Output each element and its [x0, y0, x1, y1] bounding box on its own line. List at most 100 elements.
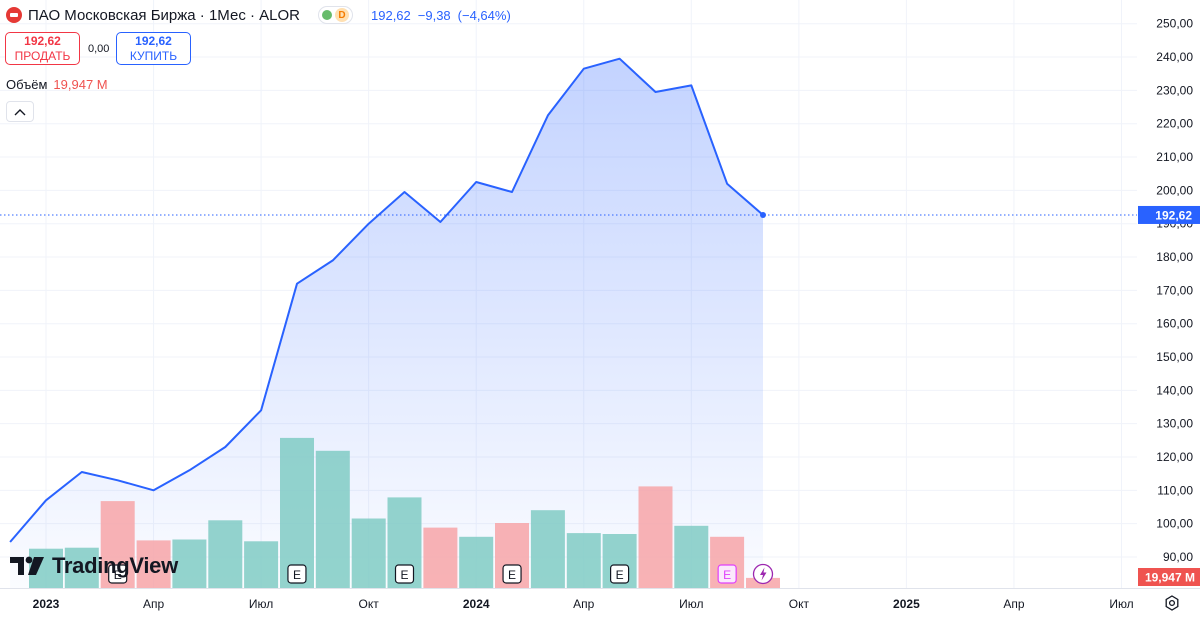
earnings-marker[interactable]: E	[502, 564, 522, 584]
volume-bar	[172, 539, 207, 588]
price-area-fill	[10, 58, 764, 588]
volume-value: 19,947 M	[53, 77, 108, 92]
volume-legend[interactable]: Объём 19,947 M	[6, 77, 108, 92]
y-tick-label: 210,00	[1156, 150, 1193, 164]
x-tick-label: Апр	[143, 597, 165, 611]
x-tick-label: Июл	[1109, 597, 1133, 611]
volume-bar	[136, 540, 171, 588]
buy-label: КУПИТЬ	[129, 48, 178, 63]
volume-bar	[638, 486, 673, 588]
last-price-tag[interactable]	[1138, 205, 1200, 224]
y-tick-label: 170,00	[1156, 283, 1193, 297]
volume-tag-label: 19,947 M	[1145, 571, 1195, 585]
earnings-marker-label: E	[616, 568, 624, 582]
y-tick-label: 220,00	[1156, 117, 1193, 131]
y-tick-label: 120,00	[1156, 450, 1193, 464]
symbol-title[interactable]: ПАО Московская Биржа · 1Мес · ALOR	[28, 6, 300, 24]
volume-bar	[280, 437, 314, 588]
volume-bar	[674, 525, 709, 588]
y-tick-label: 110,00	[1157, 483, 1193, 497]
x-tick-label: 2024	[463, 597, 490, 611]
earnings-marker-box	[717, 564, 737, 584]
volume-bar	[566, 533, 601, 588]
earnings-marker-box	[108, 564, 128, 584]
earnings-marker-label: E	[508, 568, 516, 582]
settings-button[interactable]	[1163, 594, 1181, 612]
earnings-marker[interactable]: E	[287, 564, 307, 584]
earnings-marker-label: E	[723, 568, 731, 582]
y-tick-label: 200,00	[1156, 183, 1193, 197]
earnings-marker[interactable]: E	[394, 564, 415, 584]
earnings-marker-box	[394, 564, 415, 584]
chart-header: ПАО Московская Биржа · 1Мес · ALOR D 192…	[6, 5, 518, 25]
volume-bar	[315, 450, 350, 589]
earnings-marker[interactable]: E	[609, 564, 630, 584]
price-change-percent: (−4,64%)	[457, 7, 511, 23]
volume-bars	[29, 437, 780, 589]
x-tick-label: Июл	[249, 597, 273, 611]
x-tick-label: Окт	[359, 597, 380, 611]
y-tick-label: 90,00	[1163, 550, 1193, 564]
y-tick-label: 250,00	[1156, 17, 1193, 31]
price-change: −9,38	[417, 7, 451, 23]
buy-price: 192,62	[135, 33, 172, 48]
earnings-marker[interactable]: E	[108, 564, 128, 584]
tradingview-logo-text: TradingView	[52, 553, 178, 578]
sell-price: 192,62	[24, 33, 61, 48]
dividend-marker[interactable]	[752, 563, 774, 585]
spread-value: 0,00	[88, 42, 110, 55]
x-tick-label: Окт	[789, 597, 810, 611]
volume-bar	[64, 547, 99, 588]
y-tick-label: 240,00	[1156, 50, 1193, 64]
trade-panel: 192,62 ПРОДАТЬ 0,00 192,62 КУПИТЬ	[5, 32, 191, 65]
last-price-point	[760, 211, 766, 218]
market-open-icon	[322, 10, 332, 20]
x-tick-label: 2025	[893, 597, 920, 611]
x-tick-label: Апр	[1003, 597, 1025, 611]
axes: 90,00 100,00 110,00 120,00 130,00 140,00 150,0…	[0, 17, 1200, 611]
earnings-marker-box	[502, 564, 522, 584]
volume-bar	[530, 510, 565, 588]
earnings-marker-label: E	[400, 568, 408, 582]
y-tick-label: 100,00	[1156, 517, 1193, 531]
delayed-badge: D	[335, 8, 349, 22]
volume-tag[interactable]	[1138, 568, 1200, 586]
earnings-marker-box	[287, 564, 307, 584]
price-line	[0, 57, 1137, 543]
market-status[interactable]: D	[318, 6, 353, 24]
buy-button[interactable]: 192,62 КУПИТЬ	[116, 32, 191, 65]
y-tick-label: 150,00	[1156, 350, 1193, 364]
volume-bar	[208, 520, 243, 588]
symbol-logo-icon	[6, 7, 22, 23]
quote-values: 192,62 −9,38 (−4,64%)	[371, 8, 518, 23]
x-tick-label: Июл	[679, 597, 703, 611]
price-area	[10, 58, 764, 588]
price-line-path	[9, 57, 764, 543]
y-tick-label: 180,00	[1156, 250, 1193, 264]
tradingview-logo[interactable]: TradingView	[10, 553, 178, 579]
tradingview-logo-icon	[10, 556, 44, 575]
volume-label: Объём	[6, 77, 48, 92]
volume-bar	[423, 527, 458, 588]
x-tick-label: 2023	[33, 597, 60, 611]
volume-bar	[459, 536, 494, 588]
earnings-marker-box	[609, 564, 630, 584]
y-tick-label: 160,00	[1156, 317, 1193, 331]
volume-bar	[351, 518, 386, 588]
y-tick-label: 130,00	[1156, 417, 1193, 431]
last-price: 192,62	[371, 7, 411, 23]
gear-icon	[1165, 595, 1179, 611]
sell-button[interactable]: 192,62 ПРОДАТЬ	[5, 32, 80, 65]
x-tick-label: Апр	[573, 597, 595, 611]
lightning-icon	[760, 567, 767, 581]
y-tick-label: 230,00	[1156, 83, 1193, 97]
earnings-marker-label: E	[293, 568, 301, 582]
chevron-up-icon	[14, 108, 26, 115]
earnings-marker[interactable]: E	[717, 564, 737, 584]
collapse-legend-button[interactable]	[6, 101, 34, 122]
y-tick-label: 140,00	[1156, 383, 1193, 397]
volume-bar	[244, 541, 279, 588]
last-price-tag-label: 192,62	[1155, 208, 1192, 222]
